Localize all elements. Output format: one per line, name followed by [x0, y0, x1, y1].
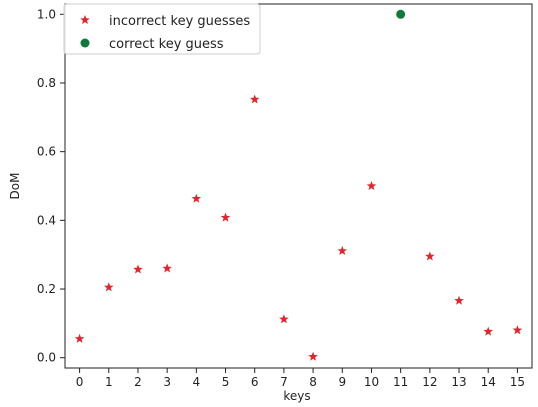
x-tick-label: 10: [364, 375, 379, 389]
legend-label-correct: correct key guess: [109, 37, 224, 52]
x-tick-label: 1: [105, 375, 113, 389]
legend-star-icon: [80, 15, 90, 25]
x-tick-label: 2: [134, 375, 142, 389]
incorrect-key-point: [220, 212, 231, 222]
x-tick-label: 4: [193, 375, 201, 389]
incorrect-key-point: [74, 333, 85, 343]
incorrect-key-point: [366, 181, 377, 191]
incorrect-key-point: [454, 295, 464, 305]
incorrect-key-point: [133, 264, 143, 274]
y-tick-label: 0.8: [37, 76, 56, 90]
x-axis-label: keys: [283, 389, 310, 403]
incorrect-key-point: [337, 245, 348, 255]
legend-frame: [63, 3, 261, 55]
legend-star-marker: [80, 15, 90, 25]
x-tick-label: 9: [338, 375, 346, 389]
x-tick-label: 7: [280, 375, 288, 389]
x-tick-label: 0: [76, 375, 84, 389]
x-tick-label: 13: [451, 375, 466, 389]
incorrect-key-point: [279, 314, 289, 324]
legend-circle-marker: [80, 38, 90, 48]
correct-key-point: [396, 9, 406, 19]
x-tick-label: 6: [251, 375, 259, 389]
incorrect-key-point: [483, 326, 493, 336]
y-tick-label: 0.0: [37, 351, 56, 365]
x-tick-label: 12: [422, 375, 437, 389]
x-tick-label: 3: [163, 375, 171, 389]
x-tick-label: 5: [222, 375, 230, 389]
y-tick-label: 1.0: [37, 7, 56, 21]
legend-item-incorrect: incorrect key guesses: [80, 14, 250, 29]
legend-label-incorrect: incorrect key guesses: [109, 14, 250, 29]
x-axis: 0 1 2 3 4 5 6 7 8 9 10 11 12 13 14 15: [76, 368, 525, 389]
y-tick-label: 0.2: [37, 282, 56, 296]
y-tick-label: 0.4: [37, 213, 56, 227]
x-tick-label: 8: [309, 375, 317, 389]
incorrect-key-point: [308, 351, 318, 361]
incorrect-key-point: [104, 282, 114, 292]
legend: incorrect key guesses correct key guess: [63, 3, 261, 55]
incorrect-key-point: [249, 94, 260, 104]
y-tick-label: 0.6: [37, 145, 56, 159]
legend-circle-icon: [80, 38, 90, 48]
incorrect-key-point: [425, 251, 435, 261]
legend-item-correct: correct key guess: [80, 37, 224, 52]
x-tick-label: 15: [510, 375, 525, 389]
y-axis: 0.0 0.2 0.4 0.6 0.8 1.0: [37, 7, 65, 365]
incorrect-key-point: [512, 325, 523, 335]
data-points: [74, 9, 523, 361]
plot-area: [64, 3, 533, 369]
incorrect-key-point: [191, 193, 202, 203]
incorrect-key-point: [162, 263, 172, 273]
x-tick-label: 11: [393, 375, 408, 389]
y-axis-label: DoM: [8, 173, 22, 200]
x-tick-label: 14: [481, 375, 496, 389]
plot-frame: [64, 3, 533, 369]
